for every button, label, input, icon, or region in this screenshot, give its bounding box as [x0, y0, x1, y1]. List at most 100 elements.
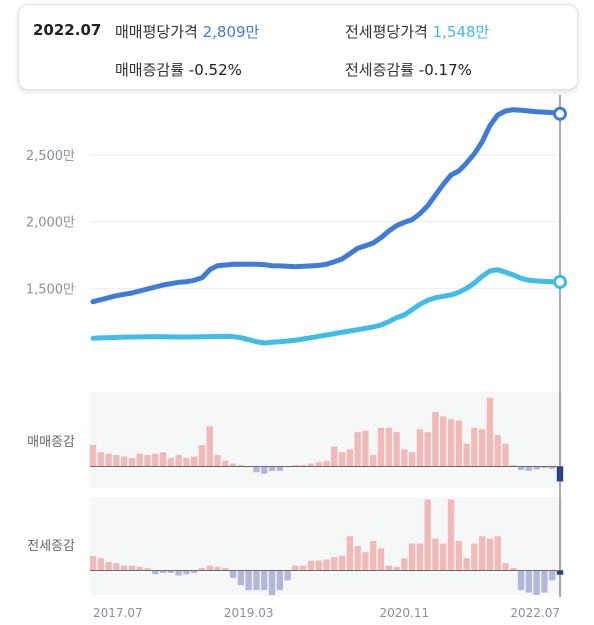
jeonse-change-bar[interactable]: [214, 566, 221, 571]
jeonse-change-bar[interactable]: [315, 560, 322, 571]
sale-change-bar[interactable]: [354, 432, 361, 467]
jeonse-change-bar[interactable]: [393, 566, 400, 571]
sale-change-bar[interactable]: [455, 420, 463, 467]
jeonse-change-bar[interactable]: [354, 546, 361, 571]
sale-change-bar[interactable]: [120, 456, 128, 467]
sale-change-bar[interactable]: [447, 419, 455, 467]
sale-change-bar[interactable]: [471, 427, 478, 467]
jeonse-change-bar[interactable]: [549, 570, 556, 581]
jeonse-change-bar[interactable]: [486, 538, 494, 571]
sale-change-bar[interactable]: [144, 455, 151, 467]
jeonse-change-bar[interactable]: [377, 548, 385, 571]
jeonse-change-bar[interactable]: [292, 565, 299, 571]
jeonse-change-bar[interactable]: [370, 541, 377, 571]
sale-change-bar[interactable]: [292, 465, 299, 467]
sale-change-bar[interactable]: [525, 466, 533, 471]
sale-price-line[interactable]: [90, 107, 563, 305]
jeonse-change-bar[interactable]: [517, 570, 525, 591]
sale-change-bar[interactable]: [338, 452, 346, 467]
sale-change-bar[interactable]: [393, 432, 400, 467]
sale-change-bar[interactable]: [541, 466, 548, 468]
sale-change-bar[interactable]: [315, 462, 322, 467]
sale-change-bar[interactable]: [105, 453, 112, 467]
sale-change-bar[interactable]: [494, 434, 501, 467]
jeonse-change-bar[interactable]: [440, 543, 447, 571]
jeonse-change-bar[interactable]: [432, 538, 439, 571]
sale-change-bar[interactable]: [502, 443, 509, 467]
jeonse-change-bar[interactable]: [144, 568, 151, 571]
sale-change-bar[interactable]: [299, 465, 307, 467]
jeonse-change-bar[interactable]: [222, 568, 229, 571]
sale-change-bar[interactable]: [307, 463, 315, 467]
jeonse-price-marker[interactable]: [553, 274, 567, 289]
sale-change-bar[interactable]: [486, 397, 494, 467]
jeonse-change-bar[interactable]: [128, 565, 136, 571]
jeonse-change-bar[interactable]: [525, 570, 533, 593]
sale-change-bar[interactable]: [159, 452, 167, 467]
jeonse-change-bar[interactable]: [331, 557, 338, 571]
sale-change-bar[interactable]: [183, 457, 190, 467]
jeonse-change-bar[interactable]: [541, 570, 548, 593]
sale-change-bar[interactable]: [167, 457, 175, 467]
jeonse-change-bar[interactable]: [120, 565, 128, 571]
jeonse-change-bar[interactable]: [338, 555, 346, 571]
jeonse-change-bar[interactable]: [136, 566, 143, 571]
jeonse-change-bar[interactable]: [190, 570, 198, 573]
jeonse-change-bar[interactable]: [463, 558, 470, 571]
sale-change-bar[interactable]: [416, 429, 424, 467]
sale-change-bar[interactable]: [440, 416, 447, 467]
jeonse-change-bar[interactable]: [416, 543, 424, 571]
jeonse-change-bar[interactable]: [113, 563, 120, 571]
sale-change-bar[interactable]: [424, 432, 431, 467]
jeonse-change-bar[interactable]: [159, 570, 167, 573]
sale-change-bar[interactable]: [276, 466, 283, 471]
jeonse-change-bar[interactable]: [502, 563, 509, 571]
jeonse-change-bar[interactable]: [447, 499, 455, 571]
sale-change-bar[interactable]: [346, 449, 354, 467]
jeonse-change-bar[interactable]: [408, 543, 416, 571]
sale-change-bar[interactable]: [510, 465, 517, 467]
sale-change-bar[interactable]: [385, 427, 392, 467]
jeonse-change-bar[interactable]: [105, 561, 112, 571]
sale-price-marker[interactable]: [553, 106, 567, 121]
sale-change-bar[interactable]: [97, 452, 104, 467]
sale-change-bar[interactable]: [331, 446, 338, 467]
jeonse-change-bar[interactable]: [307, 560, 315, 571]
sale-change-bar[interactable]: [136, 453, 143, 467]
sale-change-bar[interactable]: [432, 412, 439, 467]
jeonse-change-bar[interactable]: [253, 570, 260, 591]
sale-change-bar[interactable]: [362, 430, 369, 467]
jeonse-change-bar[interactable]: [198, 568, 206, 571]
jeonse-change-bar[interactable]: [284, 570, 291, 581]
sale-change-bar[interactable]: [408, 452, 416, 467]
sale-change-bar[interactable]: [261, 466, 268, 474]
sale-change-bar[interactable]: [237, 465, 245, 467]
sale-change-bar[interactable]: [253, 466, 260, 473]
sale-change-bar[interactable]: [222, 460, 229, 467]
sale-change-bar[interactable]: [128, 457, 136, 467]
jeonse-change-bar[interactable]: [494, 536, 501, 571]
sale-change-bar[interactable]: [517, 466, 525, 470]
jeonse-change-bar[interactable]: [385, 565, 392, 571]
sale-change-bar[interactable]: [152, 453, 159, 467]
sale-change-bar[interactable]: [401, 449, 408, 467]
sale-change-bar[interactable]: [478, 429, 486, 467]
jeonse-change-bar[interactable]: [424, 499, 431, 571]
jeonse-change-bar[interactable]: [245, 570, 252, 591]
jeonse-change-bar[interactable]: [478, 536, 486, 571]
sale-change-bar[interactable]: [463, 443, 470, 467]
jeonse-change-bar[interactable]: [346, 536, 354, 571]
jeonse-change-bar[interactable]: [89, 555, 97, 571]
sale-change-bar[interactable]: [113, 455, 120, 467]
sale-change-bar[interactable]: [229, 463, 237, 467]
sale-change-bar[interactable]: [89, 445, 97, 467]
jeonse-change-bar[interactable]: [533, 570, 540, 596]
jeonse-change-bar[interactable]: [276, 570, 283, 591]
sale-change-bar[interactable]: [323, 460, 330, 467]
jeonse-change-bar[interactable]: [261, 570, 268, 591]
sale-change-bar[interactable]: [206, 426, 213, 467]
sale-change-bar[interactable]: [198, 445, 206, 467]
jeonse-change-bar[interactable]: [299, 565, 307, 571]
jeonse-change-bar[interactable]: [97, 558, 104, 571]
